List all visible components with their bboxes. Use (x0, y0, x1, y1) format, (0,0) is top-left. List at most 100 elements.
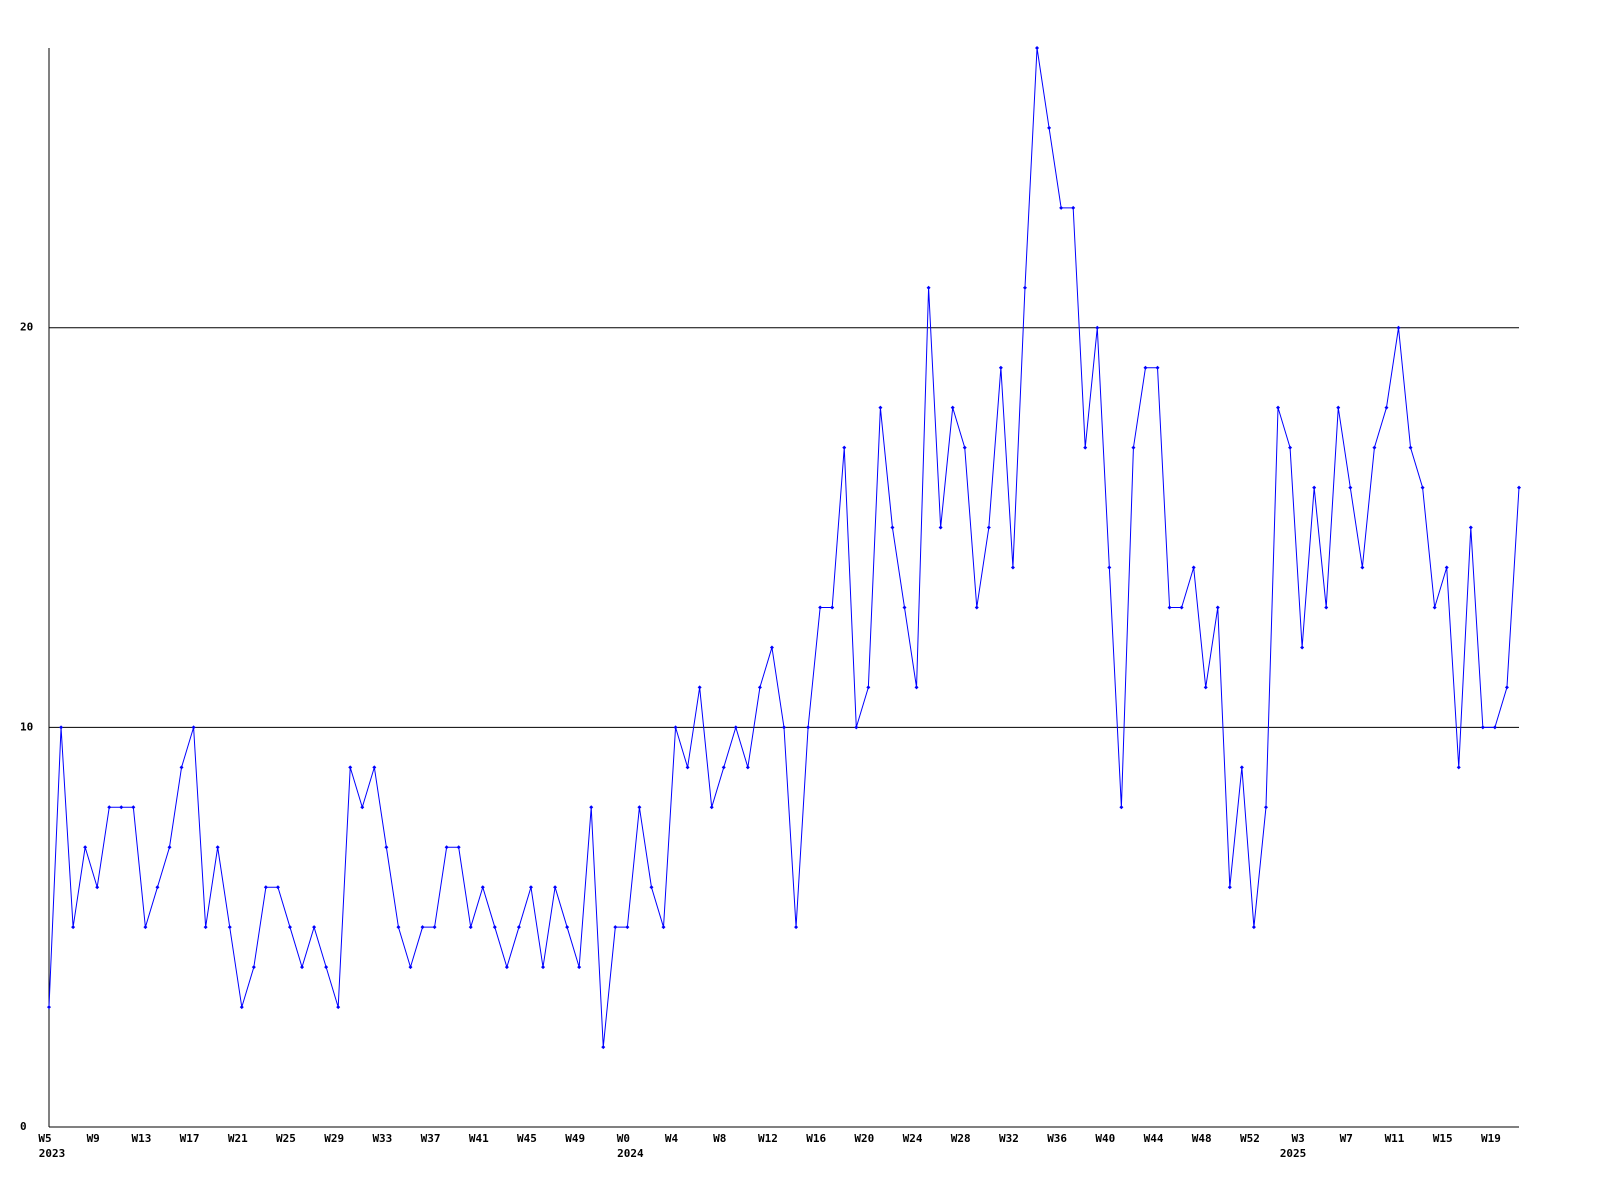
x-tick-label: W36 (1047, 1132, 1067, 1145)
point (516, 925, 521, 930)
x-tick-label: W32 (999, 1132, 1019, 1145)
point (504, 965, 509, 970)
point (1360, 565, 1365, 570)
x-tick-label: W29 (324, 1132, 344, 1145)
point (1179, 605, 1184, 610)
point (769, 645, 774, 650)
point (890, 525, 895, 530)
x-group-label: 2023 (39, 1147, 66, 1160)
x-tick-label: W15 (1433, 1132, 1453, 1145)
x-tick-label: W48 (1192, 1132, 1212, 1145)
point (950, 405, 955, 410)
point (336, 1005, 341, 1010)
point (1312, 485, 1317, 490)
point (287, 925, 292, 930)
point (926, 285, 931, 290)
point (1251, 925, 1256, 930)
point (300, 965, 305, 970)
point (938, 525, 943, 530)
point (131, 805, 136, 810)
point (1227, 885, 1232, 890)
point (191, 725, 196, 730)
point (806, 725, 811, 730)
point (71, 925, 76, 930)
point (227, 925, 232, 930)
point (1047, 125, 1052, 130)
y-tick-label: 10 (20, 720, 33, 733)
point (1517, 485, 1521, 490)
point (721, 765, 726, 770)
point (432, 925, 437, 930)
point (1420, 485, 1425, 490)
x-tick-label: W49 (565, 1132, 585, 1145)
point (697, 685, 702, 690)
point (275, 885, 280, 890)
point (649, 885, 654, 890)
point (348, 765, 353, 770)
point (745, 765, 750, 770)
point (1456, 765, 1461, 770)
x-tick-label: W16 (806, 1132, 826, 1145)
point (1095, 325, 1100, 330)
x-tick-label: W8 (713, 1132, 726, 1145)
point (854, 725, 859, 730)
point (553, 885, 558, 890)
point (95, 885, 100, 890)
point (444, 845, 449, 850)
point (360, 805, 365, 810)
point (1348, 485, 1353, 490)
point (1119, 805, 1124, 810)
x-tick-label: W11 (1385, 1132, 1405, 1145)
point (818, 605, 823, 610)
point (1083, 445, 1088, 450)
x-tick-label: W44 (1144, 1132, 1164, 1145)
x-tick-label: W52 (1240, 1132, 1260, 1145)
point (480, 885, 485, 890)
point (1336, 405, 1341, 410)
point (1276, 405, 1281, 410)
x-tick-label: W45 (517, 1132, 537, 1145)
point (1035, 46, 1040, 50)
point (263, 885, 268, 890)
point (1300, 645, 1305, 650)
point (1143, 365, 1148, 370)
point (577, 965, 582, 970)
x-tick-label: W13 (131, 1132, 151, 1145)
point (1203, 685, 1208, 690)
point (866, 685, 871, 690)
point (625, 925, 630, 930)
point (215, 845, 220, 850)
point (83, 845, 88, 850)
x-tick-label: W19 (1481, 1132, 1501, 1145)
point (1396, 325, 1401, 330)
point (396, 925, 401, 930)
x-tick-label: W37 (421, 1132, 441, 1145)
point (733, 725, 738, 730)
point (1191, 565, 1196, 570)
x-tick-label: W24 (903, 1132, 923, 1145)
point (528, 885, 533, 890)
point (830, 605, 835, 610)
point (1432, 605, 1437, 610)
x-tick-label: W12 (758, 1132, 778, 1145)
point (1324, 605, 1329, 610)
point (372, 765, 377, 770)
point (468, 925, 473, 930)
x-tick-label: W0 (617, 1132, 630, 1145)
point (962, 445, 967, 450)
x-tick-label: W21 (228, 1132, 248, 1145)
point (239, 1005, 244, 1010)
point (673, 725, 678, 730)
point (601, 1045, 606, 1050)
point (1071, 205, 1076, 210)
point (384, 845, 389, 850)
point (1059, 205, 1064, 210)
point (709, 805, 714, 810)
point (1010, 565, 1015, 570)
point (782, 725, 786, 730)
point (1444, 565, 1449, 570)
point (565, 925, 570, 930)
point (1131, 445, 1136, 450)
point (155, 885, 160, 890)
point (1504, 685, 1509, 690)
